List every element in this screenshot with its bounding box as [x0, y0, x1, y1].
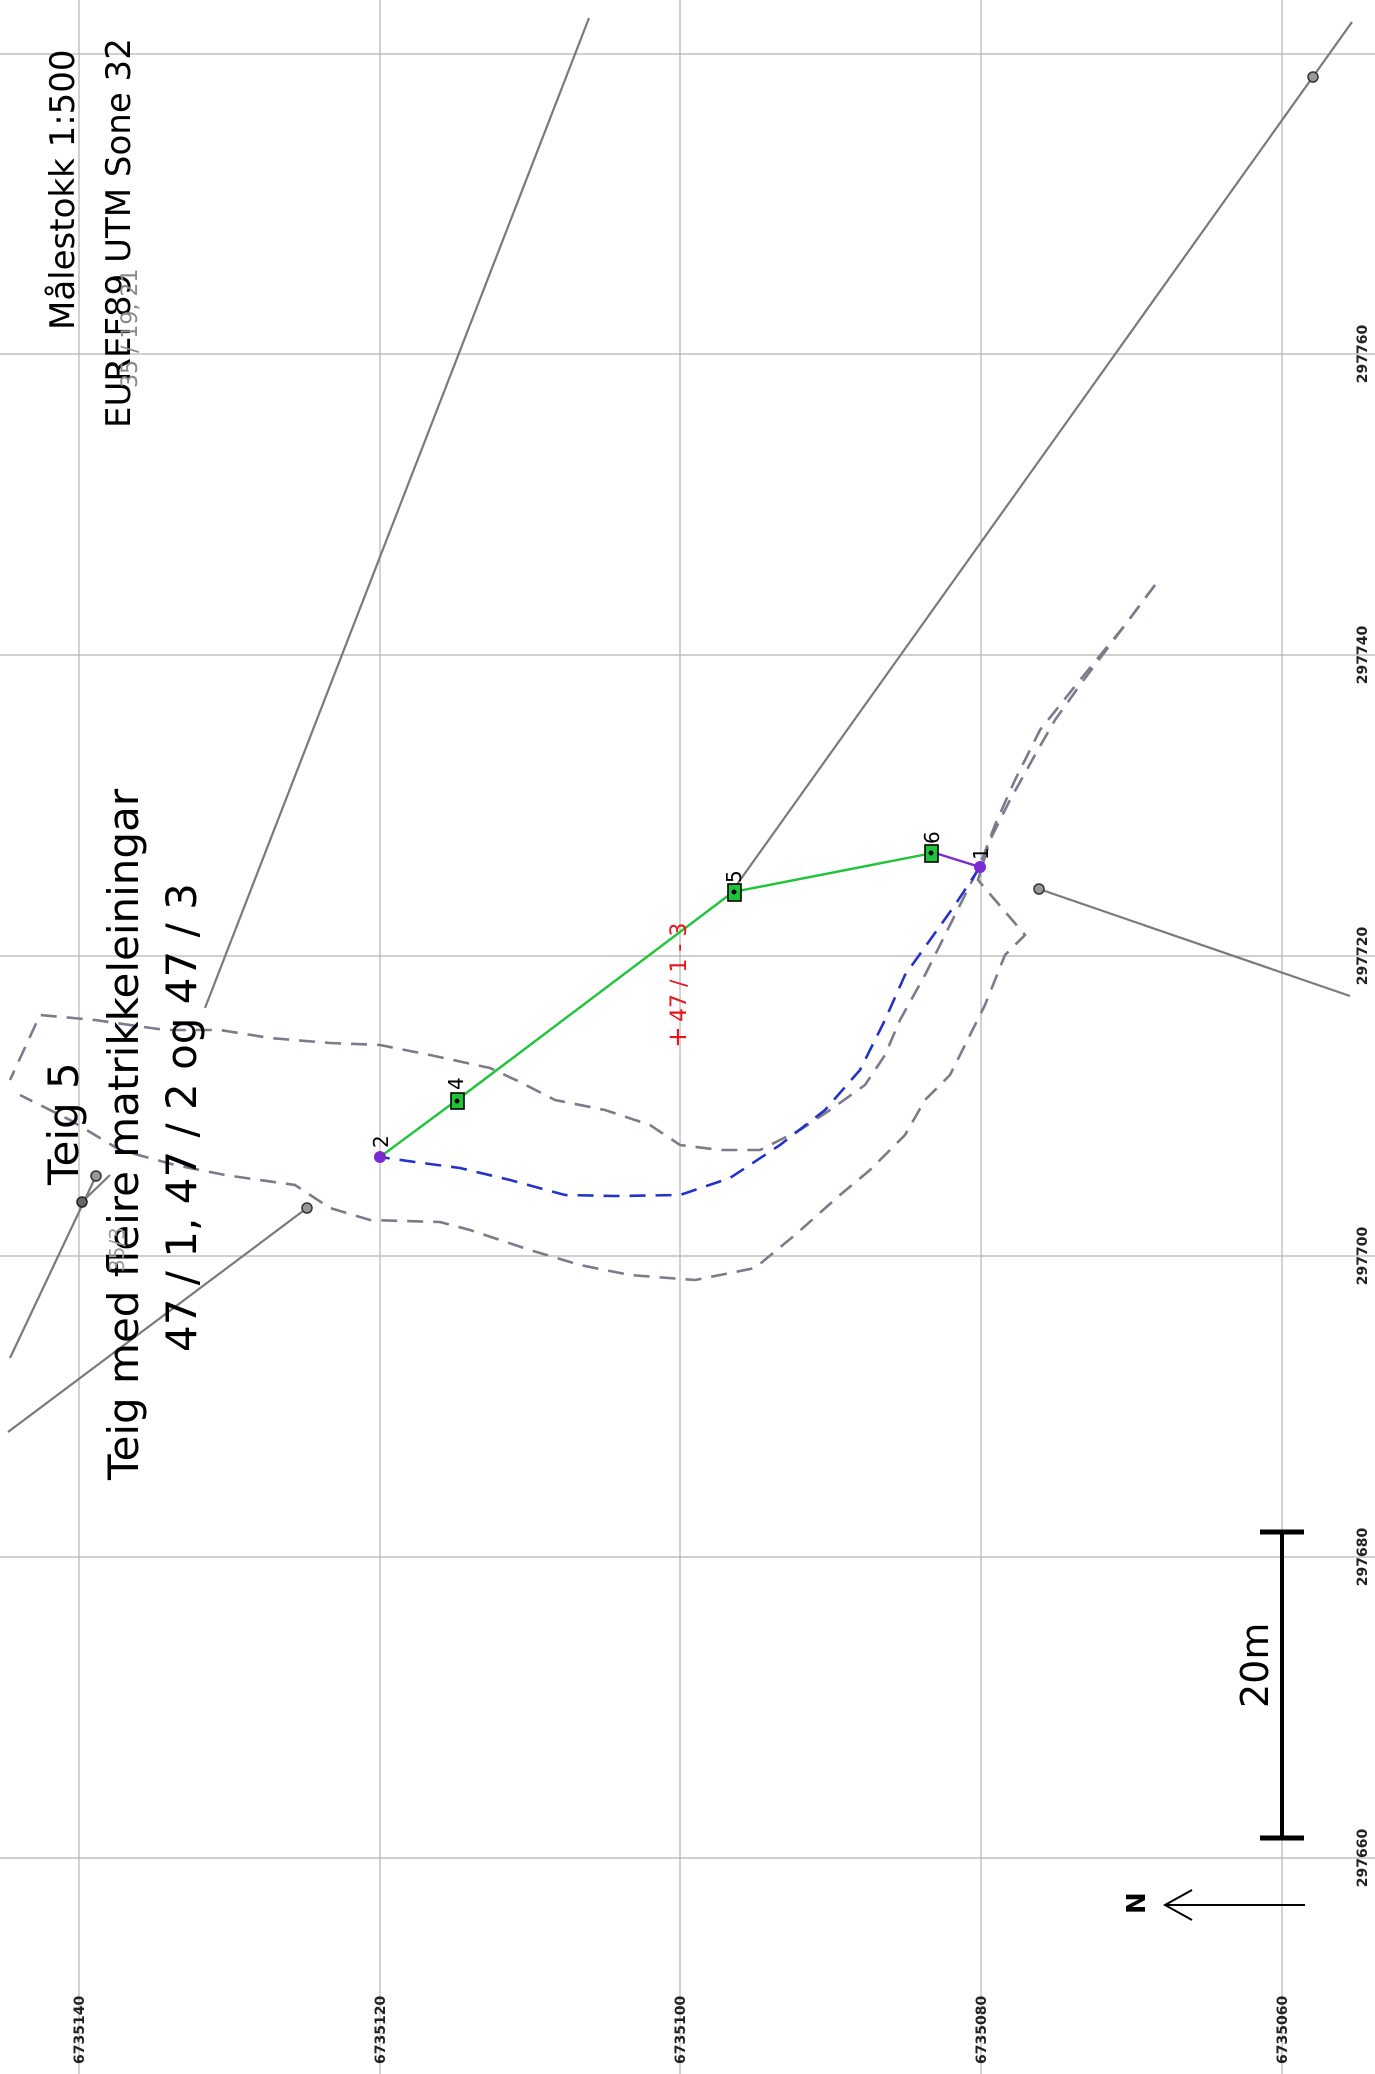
north-arrow: N: [1122, 1889, 1305, 1921]
easting-label: 297720: [1355, 927, 1371, 986]
scale-text: Målestokk 1:500: [43, 49, 83, 330]
existing-boundaries: [7, 17, 1353, 1433]
parcel-label: 47 / 1 - 3: [667, 923, 692, 1022]
grey-point: [1033, 883, 1045, 895]
point-marker-1: [974, 861, 986, 873]
new-boundary: [379, 851, 939, 1158]
teig-units: 47 / 1, 47 / 2 og 47 / 3: [157, 883, 206, 1352]
map-annotations: Målestokk 1:500 EUREF89 UTM Sone 32 35 /…: [39, 38, 993, 1481]
scale-bar-label: 20m: [1233, 1623, 1277, 1708]
scale-bar: 20m: [1233, 1529, 1304, 1841]
easting-labels: 297760 297740 297720 297700 297680 29766…: [1355, 325, 1371, 1888]
grey-point: [90, 1170, 102, 1182]
point-dot-5: [731, 889, 737, 895]
northing-label: 6735100: [673, 1996, 689, 2064]
point-label-6: 6: [920, 831, 944, 844]
point-label-4: 4: [444, 1077, 468, 1090]
dashed-edges: [8, 584, 1157, 1282]
point-label-1: 1: [969, 847, 993, 860]
point-label-2: 2: [369, 1135, 393, 1148]
parcel-label-group: + 47 / 1 - 3: [663, 923, 693, 1048]
parcel-plus-icon: +: [663, 1026, 693, 1048]
point-dot-6: [928, 850, 934, 856]
north-label: N: [1122, 1892, 1152, 1914]
point-marker-2: [374, 1151, 386, 1163]
northing-label: 6735060: [1275, 1996, 1291, 2064]
point-dot-4: [454, 1098, 460, 1104]
grey-point: [301, 1202, 313, 1214]
boundary-points: [76, 71, 1319, 1214]
faded-parcel-label: 35/3: [105, 1227, 129, 1272]
grey-point: [1307, 71, 1319, 83]
grey-point: [76, 1196, 88, 1208]
uncertain-boundary: [379, 866, 982, 1198]
northing-label: 6735080: [974, 1996, 990, 2064]
northing-label: 6735140: [72, 1996, 88, 2064]
easting-label: 297740: [1355, 626, 1371, 685]
easting-label: 297660: [1355, 1829, 1371, 1888]
crs-text: EUREF89 UTM Sone 32: [99, 38, 139, 428]
boundary-segment-violet: [934, 851, 981, 869]
teig-subtitle: Teig med fleire matrikkeleiningar: [99, 788, 148, 1481]
northing-labels: 6735140 6735120 6735100 6735080 6735060: [72, 1996, 1291, 2064]
point-label-5: 5: [722, 870, 746, 883]
teig-title: Teig 5: [39, 1062, 88, 1186]
easting-label: 297760: [1355, 325, 1371, 384]
corner-parcel-label: 35 / 19, 21: [118, 269, 143, 388]
easting-label: 297680: [1355, 1528, 1371, 1587]
easting-label: 297700: [1355, 1227, 1371, 1286]
northing-label: 6735120: [373, 1996, 389, 2064]
